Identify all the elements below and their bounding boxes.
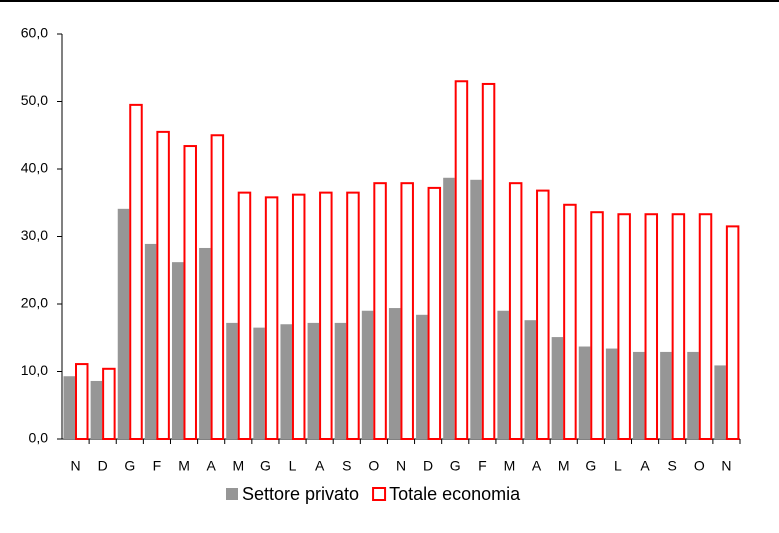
x-tick-label: D xyxy=(98,458,108,474)
bar xyxy=(400,182,414,440)
x-tick-label: A xyxy=(640,458,650,474)
x-tick-label: N xyxy=(70,458,80,474)
y-tick-label: 0,0 xyxy=(29,430,49,446)
bar xyxy=(725,225,740,440)
bar xyxy=(470,179,482,440)
bar xyxy=(171,262,184,439)
bar xyxy=(75,363,89,441)
bar xyxy=(578,346,591,439)
x-tick-label: L xyxy=(614,458,622,474)
bar xyxy=(454,80,469,440)
bar xyxy=(617,213,631,440)
bar xyxy=(156,130,170,440)
x-tick-label: O xyxy=(694,458,705,474)
x-tick-label: N xyxy=(721,458,731,474)
bar xyxy=(346,191,360,440)
bar xyxy=(253,327,265,439)
bar xyxy=(334,322,347,439)
bar xyxy=(183,145,197,441)
x-tick-label: M xyxy=(232,458,244,474)
bar xyxy=(117,208,130,439)
legend-label: Settore privato xyxy=(242,484,359,504)
x-tick-label: F xyxy=(153,458,162,474)
x-tick-label: F xyxy=(478,458,487,474)
bar xyxy=(563,203,577,440)
bar xyxy=(388,308,401,439)
bar xyxy=(373,182,387,440)
x-tick-label: S xyxy=(342,458,351,474)
y-tick-label: 50,0 xyxy=(21,92,48,108)
x-tick-label: A xyxy=(206,458,216,474)
y-tick-label: 20,0 xyxy=(21,295,48,311)
bar xyxy=(497,310,509,439)
bar xyxy=(427,186,442,440)
bar xyxy=(481,82,496,440)
x-tick-label: G xyxy=(260,458,271,474)
bar xyxy=(307,322,320,439)
bar xyxy=(210,134,225,440)
bar xyxy=(226,322,238,439)
x-tick-label: M xyxy=(558,458,570,474)
bar xyxy=(443,177,455,439)
y-tick-label: 40,0 xyxy=(21,160,48,176)
bar xyxy=(319,191,333,440)
y-tick-label: 30,0 xyxy=(21,227,48,243)
x-tick-label: O xyxy=(368,458,379,474)
bar xyxy=(524,320,537,439)
bar xyxy=(361,310,374,439)
bar xyxy=(90,380,103,439)
bar xyxy=(291,193,306,440)
bar xyxy=(660,351,672,439)
legend-label: Totale economia xyxy=(389,484,521,504)
bar xyxy=(551,337,564,439)
bar xyxy=(144,243,157,439)
x-tick-label: N xyxy=(396,458,406,474)
y-tick-label: 60,0 xyxy=(21,25,48,41)
bar xyxy=(199,247,211,439)
bar xyxy=(280,324,292,439)
x-tick-label: A xyxy=(315,458,325,474)
bar xyxy=(63,376,75,439)
bar xyxy=(264,196,279,440)
x-tick-label: G xyxy=(124,458,135,474)
bar xyxy=(590,211,604,440)
x-tick-label: A xyxy=(532,458,542,474)
bar xyxy=(508,182,523,440)
y-tick-label: 10,0 xyxy=(21,362,48,378)
x-tick-label: M xyxy=(504,458,516,474)
bar xyxy=(129,103,143,440)
bar xyxy=(102,367,116,440)
x-tick-label: L xyxy=(289,458,297,474)
bar xyxy=(536,189,550,440)
bar xyxy=(633,351,645,439)
bar xyxy=(644,213,659,440)
bar xyxy=(605,348,618,439)
legend-swatch xyxy=(372,487,387,501)
bar xyxy=(671,213,686,440)
x-tick-label: S xyxy=(668,458,677,474)
bar xyxy=(687,351,699,439)
bar xyxy=(237,191,252,440)
x-tick-label: G xyxy=(585,458,596,474)
bar xyxy=(714,365,726,439)
bar xyxy=(416,314,428,439)
x-tick-label: M xyxy=(178,458,190,474)
legend-swatch xyxy=(226,488,238,500)
x-tick-label: D xyxy=(423,458,433,474)
x-tick-label: G xyxy=(450,458,461,474)
bar xyxy=(698,213,713,440)
